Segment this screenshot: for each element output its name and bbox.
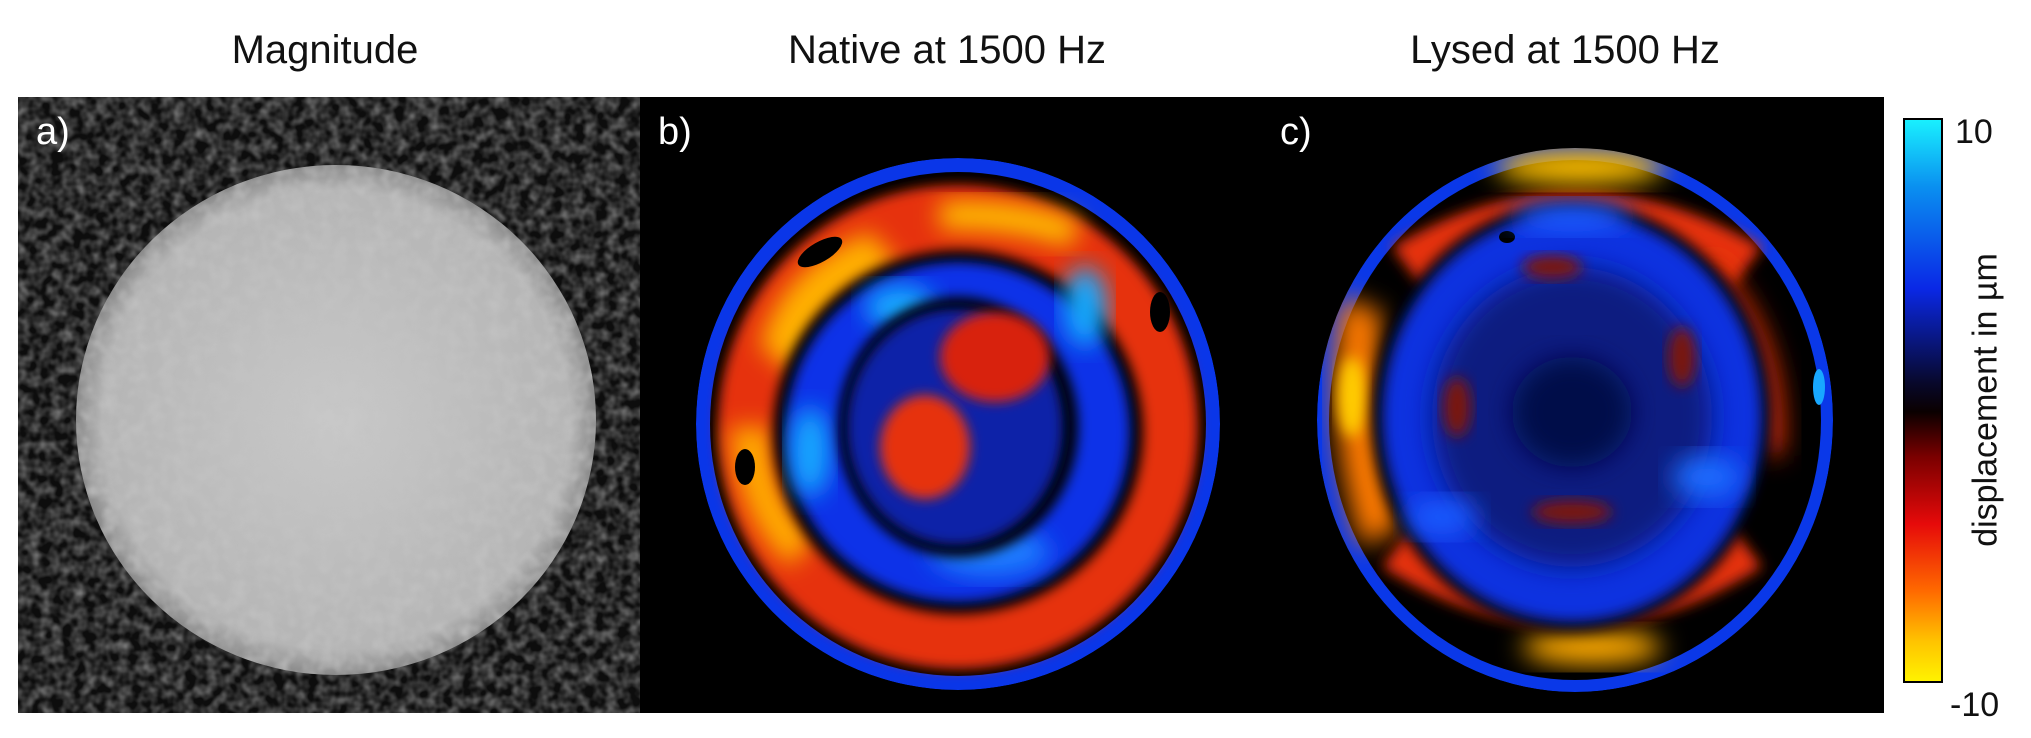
magnitude-image [18,97,640,713]
lysed-displacement-map [1262,97,1884,713]
panel-label-b: b) [658,111,692,153]
colorbar-min-tick: -10 [1950,686,2000,724]
panel-native: b) [640,97,1262,713]
colorbar-label: displacement in µm [1966,253,2005,547]
title-native: Native at 1500 Hz [788,28,1106,72]
panel-magnitude: a) [18,97,640,713]
colorbar [1903,118,1943,683]
panel-label-a: a) [36,111,70,153]
panel-label-c: c) [1280,111,1312,153]
panel-lysed: c) [1262,97,1884,713]
native-displacement-map [640,97,1262,713]
colorbar-max-tick: 10 [1955,113,1993,151]
title-lysed: Lysed at 1500 Hz [1410,28,1720,72]
title-magnitude: Magnitude [231,28,419,72]
